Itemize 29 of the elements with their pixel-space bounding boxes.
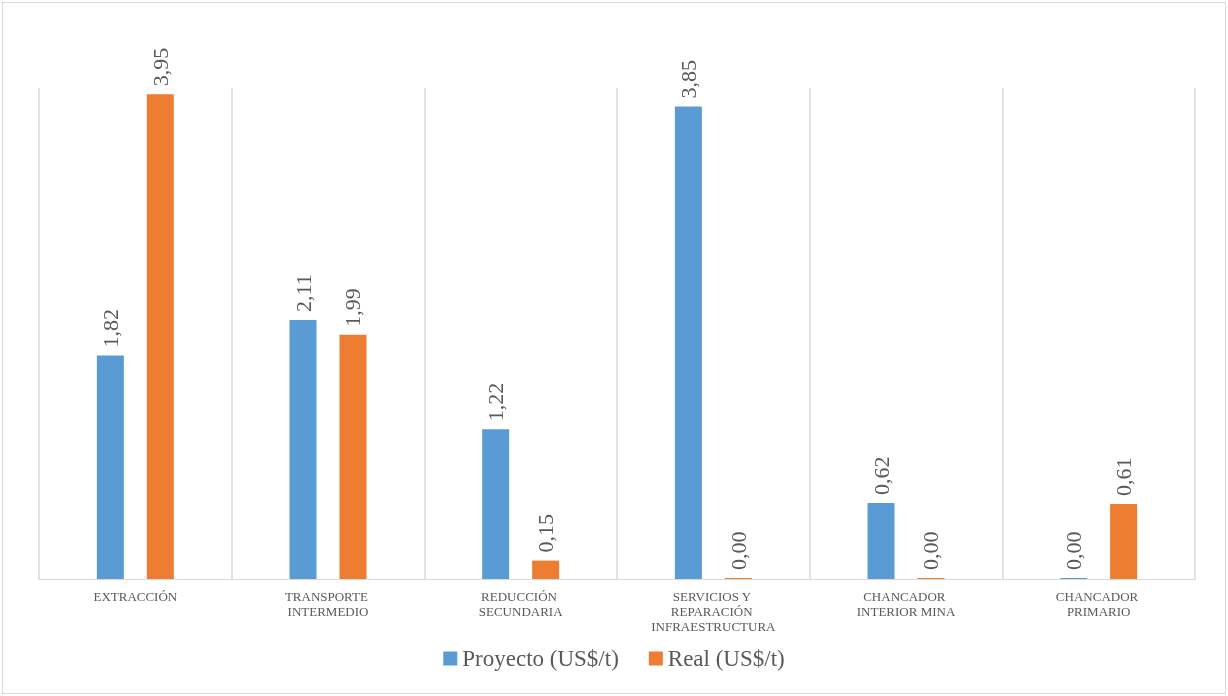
- data-label: 0,00: [1061, 531, 1087, 570]
- x-tick-label: TRANSPORTE INTERMEDIO: [284, 589, 372, 619]
- x-tick-label: SERVICIOS Y REPARACIÓN INFRAESTRUCTURA: [651, 589, 777, 634]
- bar: [867, 502, 895, 579]
- bar: [532, 560, 560, 579]
- x-tick-label: CHANCADOR PRIMARIO: [1055, 589, 1142, 619]
- data-label: 0,61: [1111, 457, 1137, 497]
- bar: [482, 429, 510, 579]
- x-tick-label: EXTRACCIÓN: [93, 589, 178, 604]
- data-label: 0,15: [533, 514, 559, 553]
- x-tick-label: CHANCADOR INTERIOR MINA: [856, 589, 956, 619]
- bar: [146, 94, 174, 579]
- legend-label: Proyecto (US$/t): [462, 646, 619, 671]
- bar: [339, 334, 367, 579]
- data-label: 1,99: [340, 288, 366, 327]
- data-label: 2,11: [290, 274, 316, 312]
- bar: [96, 355, 124, 579]
- bar: [674, 106, 702, 579]
- legend-label: Real (US$/t): [667, 646, 785, 671]
- x-tick-label: REDUCCIÓN SECUNDARIA: [478, 589, 564, 619]
- data-label: 1,82: [97, 309, 123, 348]
- data-label: 0,00: [918, 531, 944, 570]
- data-label: 0,00: [725, 531, 751, 570]
- bar: [289, 320, 317, 579]
- data-label: 0,62: [868, 456, 894, 495]
- data-label: 3,95: [147, 47, 173, 87]
- data-label: 1,22: [483, 382, 509, 422]
- data-label: 3,85: [675, 59, 701, 99]
- bar: [1110, 504, 1138, 579]
